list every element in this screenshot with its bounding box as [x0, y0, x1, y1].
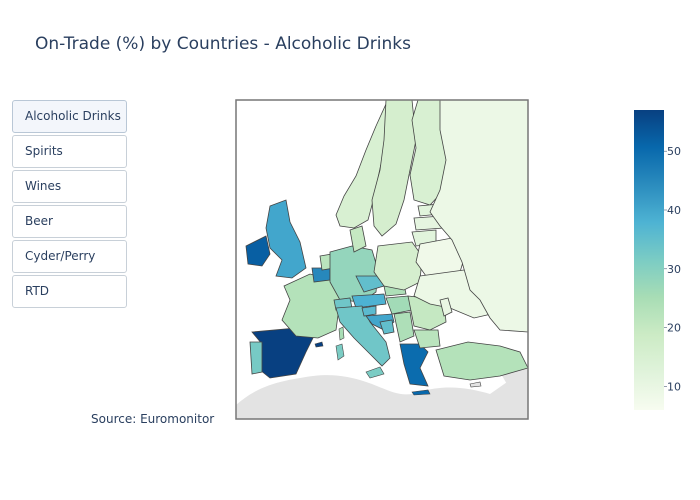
map-regions: Spain: 57Portugal: 32Ireland: 52United K…: [236, 100, 528, 419]
button-beer[interactable]: Beer: [12, 205, 127, 238]
crete: [411, 389, 431, 396]
country-russia[interactable]: Russia: 9: [429, 100, 528, 333]
chart-title: On-Trade (%) by Countries - Alcoholic Dr…: [35, 34, 411, 54]
country-moldova[interactable]: Moldova: 10: [439, 297, 453, 317]
colorbar-tick-label: 10: [667, 380, 681, 393]
country-bosnia[interactable]: Bosnia: 35: [379, 319, 395, 335]
corsica: [338, 326, 345, 341]
colorbar-ticks: 10 20 30 40 50: [664, 145, 681, 393]
country-poland[interactable]: Poland: 16: [373, 241, 423, 291]
category-button-group: Alcoholic Drinks Spirits Wines Beer Cyde…: [12, 100, 127, 310]
africa-landmass: [236, 375, 528, 419]
country-slovenia[interactable]: Slovenia: 36: [361, 305, 377, 317]
country-germany[interactable]: Germany: 28: [329, 245, 379, 303]
map-frame: [235, 99, 529, 420]
sardinia: [335, 343, 345, 361]
balearic-islands: [314, 341, 324, 348]
country-belgium[interactable]: Belgium: 45: [311, 267, 331, 283]
button-rtd[interactable]: RTD: [12, 275, 127, 308]
source-note: Source: Euromonitor: [91, 412, 215, 426]
colorbar: [634, 110, 664, 410]
cyprus: [469, 381, 482, 388]
country-denmark[interactable]: Denmark: 20: [349, 225, 367, 253]
colorbar-tick-label: 30: [667, 263, 681, 276]
button-spirits[interactable]: Spirits: [12, 135, 127, 168]
button-cyder-perry[interactable]: Cyder/Perry: [12, 240, 127, 273]
button-alcoholic-drinks[interactable]: Alcoholic Drinks: [12, 100, 127, 133]
country-turkey[interactable]: Turkey: 23: [435, 341, 528, 381]
colorbar-tick-label: 50: [667, 145, 681, 158]
country-portugal[interactable]: Portugal: 32: [249, 341, 263, 375]
colorbar-tick-label: 20: [667, 322, 681, 335]
country-ireland[interactable]: Ireland: 52: [245, 235, 271, 267]
country-austria[interactable]: Austria: 38: [351, 293, 387, 309]
sicily: [365, 366, 385, 379]
country-united-kingdom[interactable]: United Kingdom: 40: [265, 199, 307, 279]
country-serbia[interactable]: Serbia: 24: [393, 311, 415, 343]
button-wines[interactable]: Wines: [12, 170, 127, 203]
colorbar-tick-label: 40: [667, 204, 681, 217]
